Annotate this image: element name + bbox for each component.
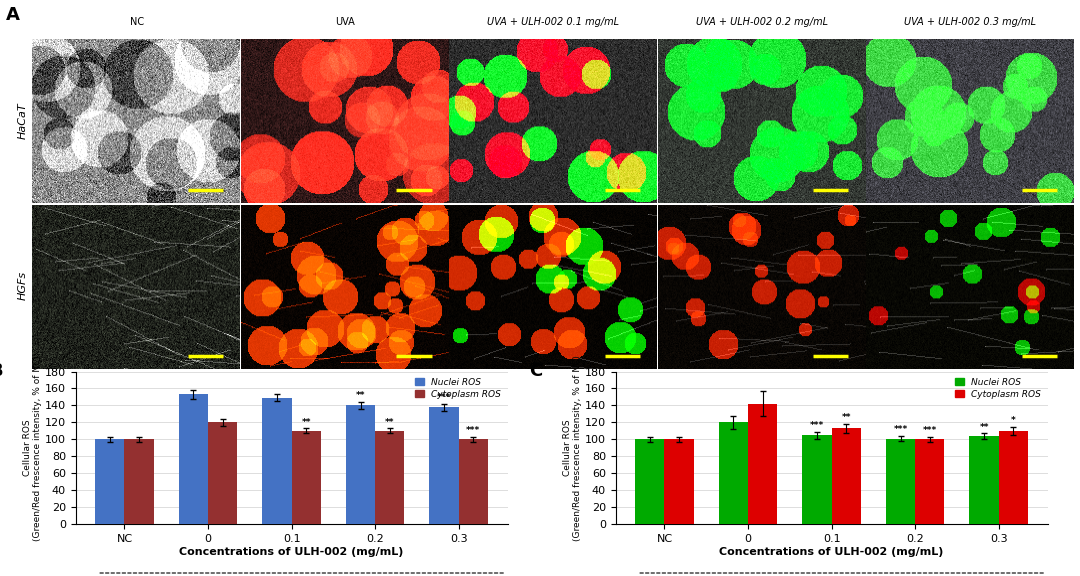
Text: ***: *** <box>893 425 907 434</box>
Bar <box>635 439 664 524</box>
Bar <box>179 395 208 524</box>
Text: UVA + ULH-002 0.1 mg/mL: UVA + ULH-002 0.1 mg/mL <box>487 17 620 27</box>
Bar <box>208 422 238 524</box>
Bar <box>832 429 861 524</box>
Bar <box>346 406 375 524</box>
Bar <box>970 436 999 524</box>
Bar <box>292 431 321 524</box>
Text: HaCaT: HaCaT <box>17 102 28 139</box>
Y-axis label: Cellular ROS
(Green/Red frescence intensity, % of NC): Cellular ROS (Green/Red frescence intens… <box>23 355 42 541</box>
Text: **: ** <box>841 414 851 422</box>
Bar <box>802 435 832 524</box>
Bar <box>719 422 748 524</box>
Text: B: B <box>0 362 3 380</box>
Text: NC: NC <box>130 17 144 27</box>
Bar <box>124 439 153 524</box>
Bar <box>375 431 404 524</box>
Text: **: ** <box>980 423 989 432</box>
Text: UVA: UVA <box>335 17 355 27</box>
Text: ***: *** <box>810 421 824 430</box>
Bar <box>915 439 944 524</box>
Bar <box>95 439 124 524</box>
Bar <box>430 407 459 524</box>
Text: **: ** <box>386 418 394 427</box>
Text: ***: *** <box>922 426 937 435</box>
Text: *: * <box>1011 416 1015 425</box>
Text: A: A <box>6 6 21 24</box>
Text: ***: *** <box>467 426 481 435</box>
Text: ***: *** <box>437 393 451 402</box>
Text: UVA + ULH-002 0.3 mg/mL: UVA + ULH-002 0.3 mg/mL <box>904 17 1037 27</box>
Legend: Nuclei ROS, Cytoplasm ROS: Nuclei ROS, Cytoplasm ROS <box>411 374 504 402</box>
Bar <box>664 439 693 524</box>
Y-axis label: Cellular ROS
(Green/Red frescence intensity, % of NC): Cellular ROS (Green/Red frescence intens… <box>563 355 582 541</box>
Bar <box>886 438 915 524</box>
Bar <box>748 404 778 524</box>
X-axis label: Concentrations of ULH-002 (mg/mL): Concentrations of ULH-002 (mg/mL) <box>719 547 944 556</box>
Text: **: ** <box>355 391 365 400</box>
Text: HGFs: HGFs <box>17 271 28 301</box>
Text: **: ** <box>301 418 311 427</box>
Text: UVA + ULH-002 0.2 mg/mL: UVA + ULH-002 0.2 mg/mL <box>696 17 828 27</box>
Bar <box>459 439 488 524</box>
Text: C: C <box>529 362 542 380</box>
X-axis label: Concentrations of ULH-002 (mg/mL): Concentrations of ULH-002 (mg/mL) <box>179 547 404 556</box>
Legend: Nuclei ROS, Cytoplasm ROS: Nuclei ROS, Cytoplasm ROS <box>951 374 1044 402</box>
Bar <box>999 431 1028 524</box>
Bar <box>262 398 292 524</box>
